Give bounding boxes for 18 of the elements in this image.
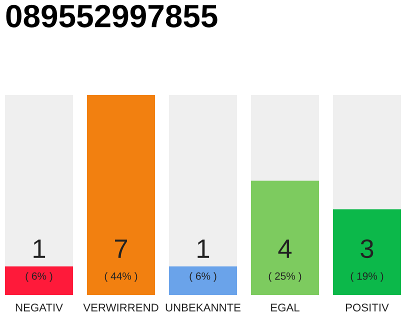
annotation: ( 19% )	[350, 272, 384, 282]
x-tick-label: EGAL	[271, 304, 300, 312]
chart-title: 089552997855	[6, 4, 218, 28]
annotation: ( 25% )	[268, 272, 302, 282]
annotation: ( 44% )	[104, 272, 138, 282]
x-tick-label: VERWIRREND	[83, 304, 158, 312]
annotation: ( 6% )	[26, 272, 52, 282]
data-label: 1	[198, 240, 210, 258]
data-label: 4	[278, 240, 292, 258]
annotation: ( 6% )	[190, 272, 216, 282]
data-label: 3	[360, 239, 374, 258]
data-label: 1	[34, 240, 46, 258]
bar	[5, 266, 73, 295]
bar	[169, 266, 237, 295]
x-tick-label: NEGATIV	[16, 304, 63, 312]
data-label: 7	[115, 240, 128, 258]
x-tick-label: UNBEKANNTE	[166, 304, 240, 312]
x-tick-label: POSITIV	[346, 304, 389, 312]
